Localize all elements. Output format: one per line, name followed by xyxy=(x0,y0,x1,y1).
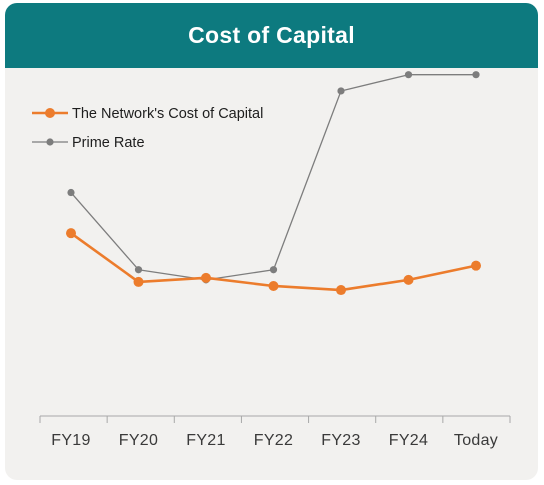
data-point-series-0 xyxy=(201,272,211,283)
x-tick-label: FY22 xyxy=(254,432,293,449)
legend-swatch-marker xyxy=(46,138,54,146)
chart-title: Cost of Capital xyxy=(188,22,355,48)
data-point-series-0 xyxy=(133,276,144,287)
x-tick-label: Today xyxy=(454,432,498,449)
x-tick-label: FY19 xyxy=(51,432,90,449)
data-point-series-1 xyxy=(404,71,413,79)
data-point-series-1 xyxy=(67,188,75,197)
data-point-series-0 xyxy=(66,228,76,239)
data-point-series-0 xyxy=(403,274,414,285)
x-tick-label: FY24 xyxy=(389,432,428,449)
chart-card: Cost of Capital xyxy=(5,3,538,480)
data-point-series-1 xyxy=(472,71,480,79)
data-point-series-0 xyxy=(471,260,481,271)
data-point-series-1 xyxy=(134,266,143,274)
legend-label: Prime Rate xyxy=(72,135,145,151)
legend-swatch-marker xyxy=(45,108,55,118)
data-point-series-0 xyxy=(268,280,279,291)
x-tick-label: FY20 xyxy=(119,432,158,449)
data-point-series-1 xyxy=(337,87,345,95)
chart-header: Cost of Capital xyxy=(5,3,538,68)
x-tick-label: FY23 xyxy=(321,432,360,449)
data-point-series-1 xyxy=(269,266,278,274)
data-point-series-0 xyxy=(336,285,346,296)
legend-label: The Network's Cost of Capital xyxy=(72,106,263,122)
x-tick-label: FY21 xyxy=(186,432,225,449)
